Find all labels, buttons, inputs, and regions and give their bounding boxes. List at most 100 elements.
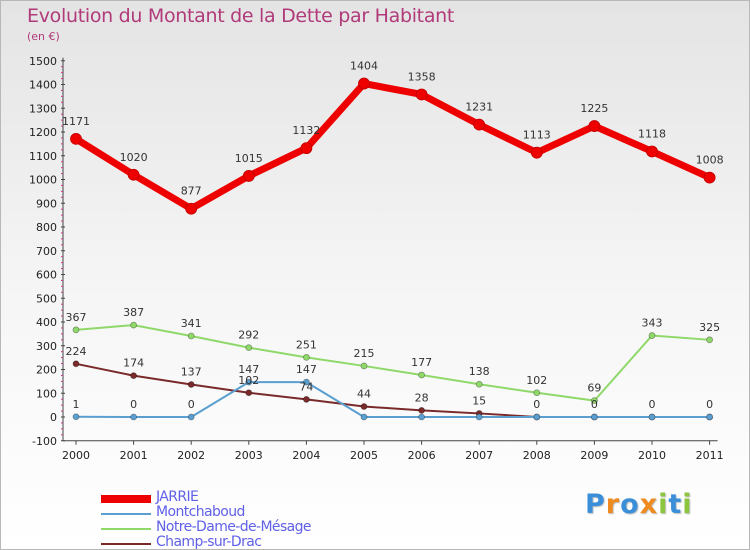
x-tick-label: 2007 [465,449,493,462]
data-label: 102 [238,374,259,387]
data-point [418,371,426,379]
data-point [706,413,713,421]
legend-swatch [101,495,151,503]
data-label: 367 [66,311,87,324]
data-point [533,413,541,421]
data-point [72,360,80,368]
data-point [648,332,656,339]
data-label: 1118 [638,127,666,140]
data-point [415,88,428,101]
y-tick-label: 700 [36,245,57,258]
data-label: 877 [181,185,202,198]
logo-letter: i [682,489,693,520]
proxiti-logo: Proxiti [585,489,693,520]
data-point [300,142,313,155]
data-point [475,380,483,388]
data-label: 0 [533,398,540,411]
data-point [130,413,138,421]
data-point [360,362,368,370]
data-label: 174 [123,357,144,370]
y-tick-label: 1000 [29,174,57,187]
legend-swatch [101,513,151,515]
y-tick-label: 1400 [29,79,57,92]
data-point [302,353,310,361]
y-tick-label: 100 [36,387,57,400]
legend-label: Notre-Dame-de-Mésage [156,519,312,535]
data-label: 1 [73,398,80,411]
logo-letter: t [668,489,683,520]
data-label: 1231 [465,101,493,114]
data-point [648,413,656,421]
x-tick-label: 2010 [638,449,666,462]
x-tick-label: 2002 [177,449,205,462]
data-point [302,396,310,403]
y-tick-label: 0 [50,411,57,424]
y-tick-label: 400 [36,316,57,329]
data-label: 137 [181,365,202,378]
data-point [130,372,138,380]
y-tick-label: 500 [36,292,57,305]
data-point [475,413,483,421]
data-label: 147 [296,363,317,376]
data-label: 0 [591,398,598,411]
data-point [591,413,598,421]
x-tick-label: 2005 [350,449,378,462]
data-label: 1404 [350,60,378,73]
series-line [74,80,712,213]
legend-label: Champ-sur-Drac [156,534,262,550]
logo-letter: i [658,489,669,520]
data-point [72,413,80,421]
chart-subtitle: (en €) [27,30,60,43]
data-point [360,403,368,410]
data-label: 1358 [408,70,436,83]
x-tick-label: 2000 [62,449,90,462]
logo-letter: o [620,489,640,520]
data-label: 292 [238,329,259,342]
data-label: 251 [296,338,317,351]
x-tick-label: 2003 [235,449,263,462]
data-point [706,336,713,344]
data-point [360,413,368,421]
data-label: 341 [181,317,202,330]
data-point [130,321,138,329]
data-point [72,326,80,334]
data-label: 1020 [120,151,148,164]
legend-swatch [101,543,151,545]
data-point [473,118,486,131]
data-point [703,171,716,184]
x-tick-label: 2006 [408,449,436,462]
y-tick-label: 200 [36,364,57,377]
data-label: 1113 [523,129,551,142]
data-label: 387 [123,306,144,319]
data-label: 1171 [62,115,90,128]
data-label: 325 [699,321,720,334]
data-point [591,397,598,405]
data-point [302,378,310,386]
data-point [418,413,426,421]
x-tick-label: 2004 [292,449,320,462]
data-label: 147 [238,363,259,376]
data-point [245,378,253,386]
series-line [75,362,710,418]
logo-letter: x [639,489,659,520]
data-label: 28 [415,391,429,404]
data-point [245,389,253,397]
data-label: 1015 [235,152,263,165]
legend-swatch [101,528,151,530]
data-label: 0 [188,398,195,411]
data-label: 0 [649,398,656,411]
y-tick-label: 900 [36,197,57,210]
data-point [70,132,82,145]
y-tick-label: 300 [36,340,57,353]
data-point [418,406,426,414]
y-tick-label: 1100 [29,150,57,163]
data-point [646,145,658,158]
data-point [530,146,543,159]
data-label: 1008 [696,154,724,167]
legend-label: JARRIE [156,489,199,505]
data-label: 215 [354,347,375,360]
data-label: 0 [130,398,137,411]
data-point [187,381,195,388]
chart-title: Evolution du Montant de la Dette par Hab… [27,5,455,27]
